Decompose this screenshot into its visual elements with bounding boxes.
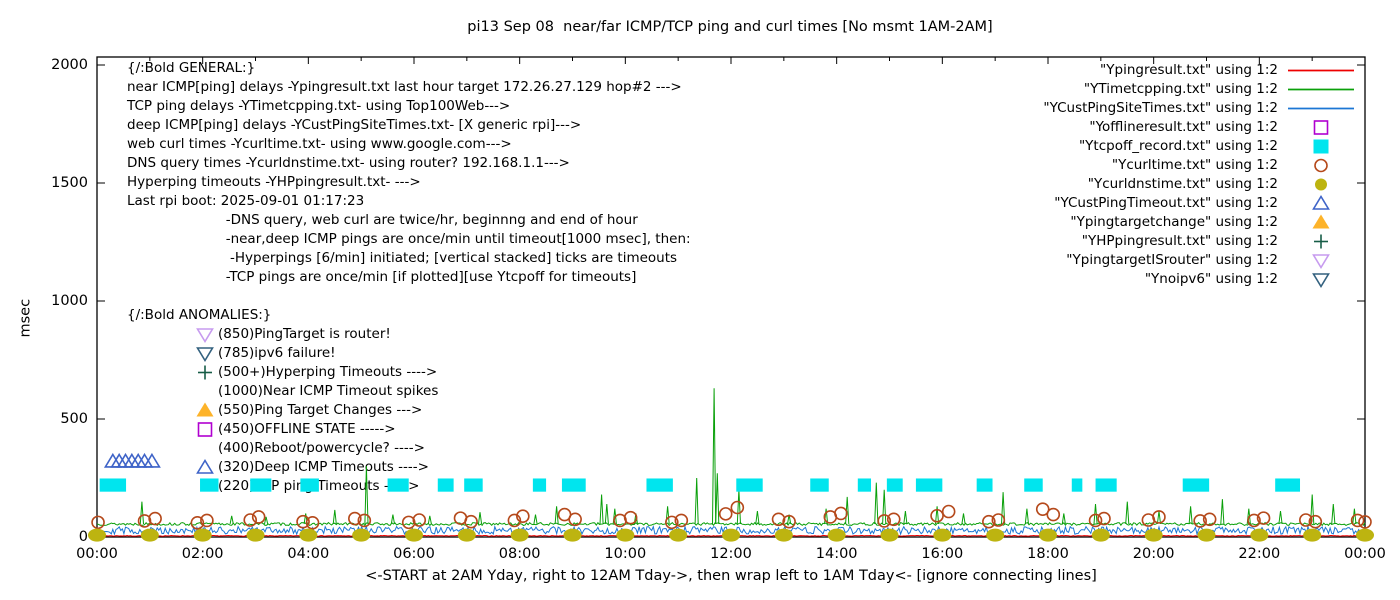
- anomaly-line: (550)Ping Target Changes --->: [218, 402, 423, 418]
- general-line: deep ICMP[ping] delays -YCustPingSiteTim…: [127, 117, 582, 133]
- x-tick-label: 12:00: [710, 546, 752, 562]
- x-tick-label: 18:00: [1027, 546, 1069, 562]
- y-tick-label: 1000: [51, 293, 88, 309]
- x-tick-label: 14:00: [815, 546, 858, 562]
- anomaly-line: (320)Deep ICMP Timeouts ---->: [218, 459, 429, 475]
- x-tick-label: 16:00: [921, 546, 964, 562]
- legend-label: "Ypingtargetchange" using 1:2: [1070, 214, 1278, 230]
- general-line: Last rpi boot: 2025-09-01 01:17:23: [127, 193, 365, 209]
- legend-label: "Ypingresult.txt" using 1:2: [1100, 62, 1278, 78]
- anomaly-line: (400)Reboot/powercycle? ---->: [218, 440, 425, 456]
- legend-label: "Ycurltime.txt" using 1:2: [1111, 157, 1278, 173]
- x-tick-label: 02:00: [181, 546, 224, 562]
- legend-label: "YCustPingSiteTimes.txt" using 1:2: [1043, 100, 1278, 116]
- general-line: near ICMP[ping] delays -Ypingresult.txt …: [127, 79, 682, 95]
- legend-label: "Ynoipv6" using 1:2: [1144, 271, 1278, 287]
- legend-label: "YTimetcpping.txt" using 1:2: [1083, 81, 1278, 97]
- general-line: -TCP pings are once/min [if plotted][use…: [127, 269, 637, 285]
- x-tick-label: 06:00: [393, 546, 435, 562]
- x-tick-label: 20:00: [1132, 546, 1175, 562]
- y-tick-label: 2000: [51, 57, 88, 73]
- anomaly-line: (785)ipv6 failure!: [218, 345, 336, 361]
- y-tick-label: 0: [78, 529, 88, 545]
- anomaly-line: (1000)Near ICMP Timeout spikes: [218, 383, 439, 399]
- general-line: -Hyperpings [6/min] initiated; [vertical…: [127, 250, 678, 266]
- anomaly-line: (500+)Hyperping Timeouts ---->: [218, 364, 438, 380]
- general-line: Hyperping timeouts -YHPpingresult.txt- -…: [127, 174, 421, 190]
- general-line: TCP ping delays -YTimetcpping.txt- using…: [127, 98, 511, 114]
- x-tick-label: 00:00: [76, 546, 118, 562]
- general-line: web curl times -Ycurltime.txt- using www…: [127, 136, 512, 152]
- y-tick-label: 1500: [51, 175, 88, 191]
- y-tick-label: 500: [60, 411, 88, 427]
- x-tick-label: 10:00: [604, 546, 647, 562]
- legend-label: "Ytcpoff_record.txt" using 1:2: [1078, 138, 1278, 154]
- legend-label: "YHPpingresult.txt" using 1:2: [1081, 233, 1278, 249]
- x-tick-label: 04:00: [287, 546, 330, 562]
- legend-label: "YpingtargetISrouter" using 1:2: [1066, 252, 1278, 268]
- anomaly-line: {/:Bold ANOMALIES:}: [127, 307, 272, 323]
- x-tick-label: 22:00: [1238, 546, 1281, 562]
- anomaly-line: (850)PingTarget is router!: [218, 326, 391, 342]
- anomaly-line: (220)TCP ping Timeouts ----->: [218, 478, 420, 494]
- general-line: -near,deep ICMP pings are once/min until…: [127, 231, 691, 247]
- x-tick-label: 00:00: [1344, 546, 1386, 562]
- x-tick-label: 08:00: [498, 546, 541, 562]
- general-line: -DNS query, web curl are twice/hr, begin…: [127, 212, 638, 228]
- legend-label: "YCustPingTimeout.txt" using 1:2: [1054, 195, 1278, 211]
- general-line: DNS query times -Ycurldnstime.txt- using…: [127, 155, 570, 171]
- x-axis-label: <-START at 2AM Yday, right to 12AM Tday-…: [365, 568, 1097, 584]
- chart-title: pi13 Sep 08 near/far ICMP/TCP ping and c…: [467, 19, 993, 35]
- legend-label: "Yofflineresult.txt" using 1:2: [1089, 119, 1278, 135]
- anomaly-line: (450)OFFLINE STATE ----->: [218, 421, 396, 437]
- general-line: {/:Bold GENERAL:}: [127, 60, 256, 76]
- legend-label: "Ycurldnstime.txt" using 1:2: [1087, 176, 1278, 192]
